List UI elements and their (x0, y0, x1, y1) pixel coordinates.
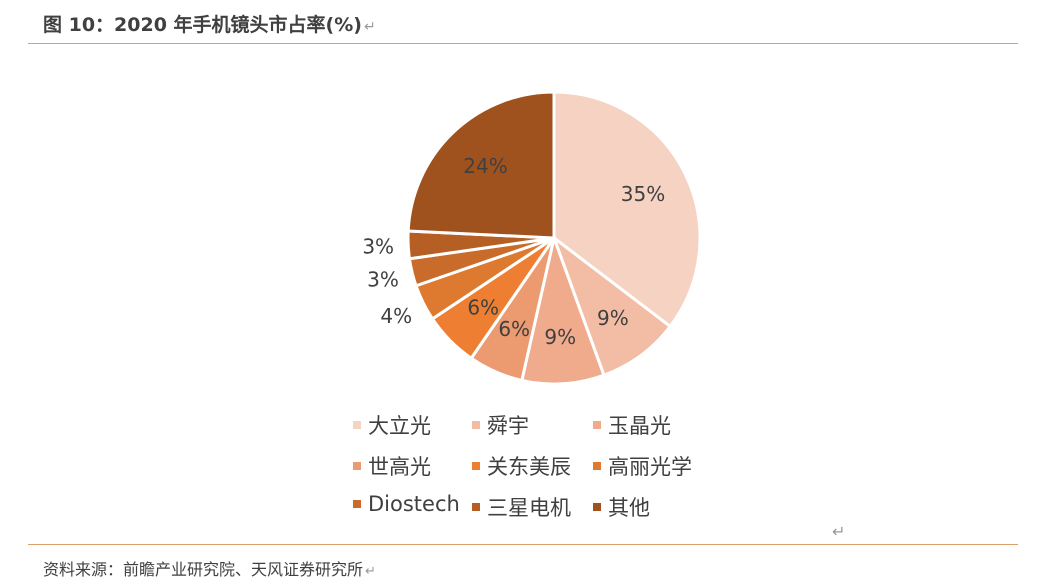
legend-swatch (353, 500, 361, 508)
legend-item: 玉晶光 (593, 410, 671, 440)
legend-item: 三星电机 (472, 492, 571, 522)
slice-value-label: 3% (362, 234, 394, 258)
legend-swatch (593, 503, 601, 511)
slice-value-label: 9% (544, 325, 576, 349)
legend-swatch (593, 421, 601, 429)
slice-value-label: 35% (621, 182, 665, 206)
slice-value-label: 6% (498, 317, 530, 341)
legend-item: 关东美辰 (472, 451, 571, 481)
top-rule (28, 43, 1018, 44)
bottom-rule (28, 544, 1018, 545)
source-note: 资料来源：前瞻产业研究院、天风证券研究所 ↵ (43, 556, 376, 580)
legend-label: 关东美辰 (487, 455, 571, 479)
slice-value-label: 4% (380, 304, 412, 328)
pie-slice (552, 90, 702, 328)
slice-value-label: 6% (467, 296, 499, 320)
pie-slice (406, 90, 556, 240)
slice-value-label: 9% (597, 306, 629, 330)
legend-label: 高丽光学 (608, 455, 692, 479)
legend-label: 舜宇 (487, 414, 529, 438)
legend-swatch (353, 462, 361, 470)
legend-item: 世高光 (353, 451, 431, 481)
legend-label: 三星电机 (487, 496, 571, 520)
legend-label: 世高光 (368, 455, 431, 479)
slice-value-label: 24% (463, 154, 507, 178)
legend-item: Diostech (353, 492, 460, 516)
legend-label: 大立光 (368, 414, 431, 438)
figure-title-text: 图 10：2020 年手机镜头市占率(%) (43, 14, 362, 36)
return-mark-icon: ↵ (365, 564, 376, 579)
return-mark-icon: ↵ (363, 19, 376, 35)
pie-slice (520, 236, 606, 386)
legend-label: 其他 (608, 496, 650, 520)
legend-swatch (353, 421, 361, 429)
slice-value-label: 3% (367, 268, 399, 292)
source-text: 资料来源：前瞻产业研究院、天风证券研究所 (43, 560, 364, 579)
pie-slice (552, 236, 672, 377)
legend-item: 高丽光学 (593, 451, 692, 481)
legend-swatch (593, 462, 601, 470)
legend-swatch (472, 462, 480, 470)
pie-chart: 35% 9% 9% 6%6% 4% 3% 3% 24% (362, 90, 702, 386)
legend-label: Diostech (368, 492, 460, 516)
legend-item: 大立光 (353, 410, 431, 440)
legend-swatch (472, 421, 480, 429)
legend-item: 舜宇 (472, 410, 529, 440)
legend-swatch (472, 503, 480, 511)
legend-item: 其他 (593, 492, 650, 522)
return-mark-icon: ↵ (832, 522, 846, 541)
legend-label: 玉晶光 (608, 414, 671, 438)
figure-title: 图 10：2020 年手机镜头市占率(%) ↵ (43, 10, 376, 37)
